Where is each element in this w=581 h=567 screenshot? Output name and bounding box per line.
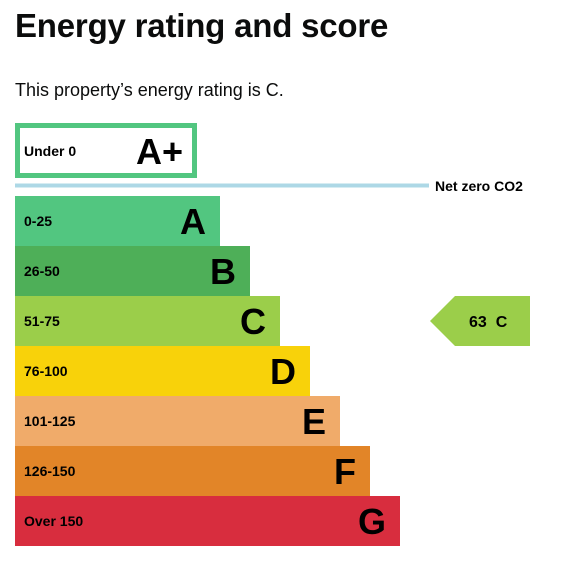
band-d-bar: [15, 346, 310, 396]
band-e-letter: E: [302, 401, 326, 442]
band-c-bar: [15, 296, 280, 346]
band-b-letter: B: [210, 251, 236, 292]
band-e-range-label: 101-125: [24, 413, 76, 429]
current-rating-arrow: [430, 296, 530, 346]
band-g-bar: [15, 496, 400, 546]
band-g-letter: G: [358, 501, 386, 542]
rating-summary: This property’s energy rating is C.: [15, 80, 284, 100]
band-a-plus-letter: A+: [136, 131, 183, 172]
band-b-range-label: 26-50: [24, 263, 60, 279]
band-f-bar: [15, 446, 370, 496]
band-a-letter: A: [180, 201, 206, 242]
page-title: Energy rating and score: [15, 7, 389, 44]
band-a-plus-range-label: Under 0: [24, 143, 76, 159]
band-c-letter: C: [240, 301, 266, 342]
band-a-plus-outline: [15, 123, 197, 178]
band-a-bar: [15, 196, 220, 246]
band-a-range-label: 0-25: [24, 213, 52, 229]
current-rating-label: 63 C: [469, 314, 508, 331]
band-f-letter: F: [334, 451, 356, 492]
net-zero-label: Net zero CO2: [435, 178, 523, 194]
band-f-range-label: 126-150: [24, 463, 76, 479]
band-e-bar: [15, 396, 340, 446]
band-c-range-label: 51-75: [24, 313, 60, 329]
band-b-bar: [15, 246, 250, 296]
band-d-range-label: 76-100: [24, 363, 68, 379]
band-d-letter: D: [270, 351, 296, 392]
band-g-range-label: Over 150: [24, 513, 83, 529]
